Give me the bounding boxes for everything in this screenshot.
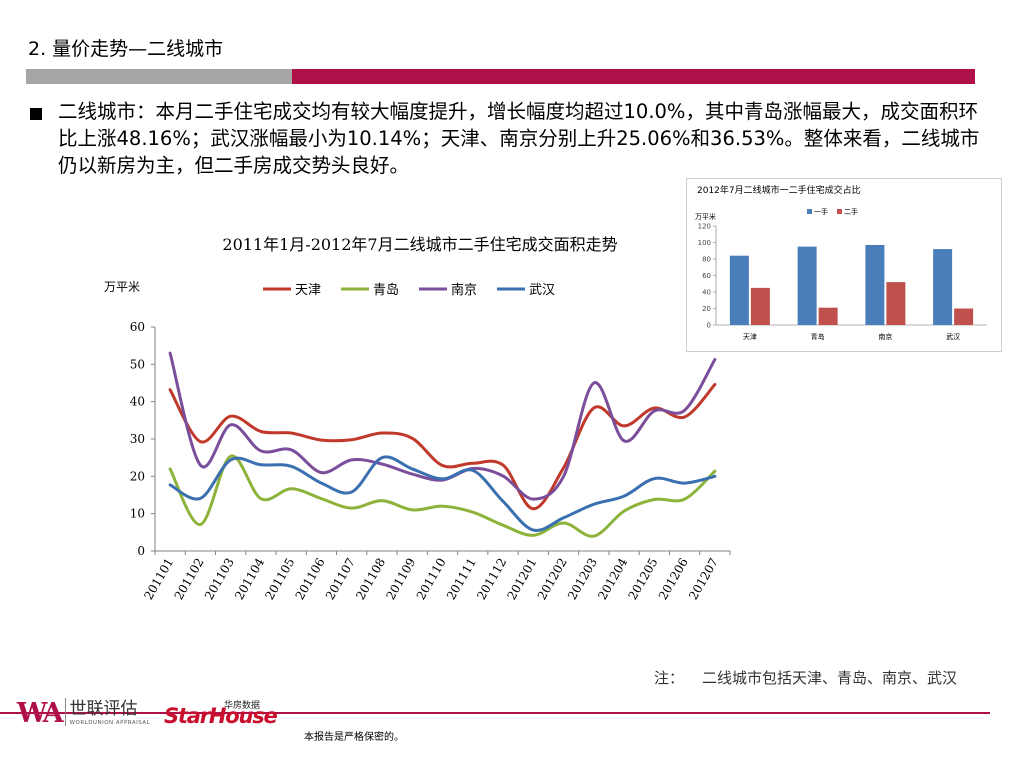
legend-item: 二手 — [837, 207, 858, 216]
chart-title: 2011年1月-2012年7月二线城市二手住宅成交面积走势 — [222, 235, 617, 254]
worldunion-logo-mark: WA — [17, 698, 64, 729]
slide-title: 2. 量价走势—二线城市 — [28, 38, 224, 60]
starhouse-logo: 华房数据 StarHouse — [164, 700, 278, 728]
y-tick-label: 100 — [698, 239, 711, 247]
x-tick-label: 青岛 — [811, 332, 825, 341]
y-tick-label: 30 — [130, 432, 145, 446]
y-tick-label: 0 — [707, 322, 711, 330]
bullet-square-icon — [30, 108, 42, 120]
legend-swatch — [837, 209, 842, 214]
y-tick-label: 40 — [130, 395, 145, 409]
y-tick-label: 10 — [130, 507, 145, 521]
y-tick-label: 60 — [130, 320, 145, 334]
header-bar-gray — [26, 69, 292, 84]
y-axis-label: 万平米 — [695, 212, 716, 221]
x-tick-label: 天津 — [743, 333, 757, 341]
x-tick-label: 武汉 — [946, 332, 960, 341]
y-tick-label: 60 — [702, 272, 711, 280]
worldunion-logo-en: WORLDUNION APPRAISAL — [69, 720, 151, 726]
bar — [865, 244, 885, 325]
starhouse-logo-en: StarHouse — [164, 704, 278, 728]
chart-title: 2012年7月二线城市一二手住宅成交占比 — [697, 184, 861, 196]
bullet-text: 二线城市：本月二手住宅成交均有较大幅度提升，增长幅度均超过10.0%，其中青岛涨… — [58, 100, 980, 177]
footer-line — [0, 712, 990, 714]
legend-label: 南京 — [451, 282, 477, 298]
note: 注： 二线城市包括天津、青岛、南京、武汉 — [654, 667, 957, 688]
series-line — [168, 383, 717, 511]
legend-item: 天津 — [263, 283, 321, 298]
bar — [750, 287, 770, 325]
bar — [954, 308, 974, 325]
legend-item: 青岛 — [341, 282, 399, 298]
bar — [818, 307, 838, 325]
bar — [729, 255, 749, 325]
note-text: 二线城市包括天津、青岛、南京、武汉 — [702, 669, 958, 687]
y-tick-label: 80 — [702, 256, 711, 264]
x-tick-label: 201207 — [686, 556, 721, 603]
worldunion-logo: WA 世联评估 WORLDUNION APPRAISAL — [17, 698, 150, 729]
y-tick-label: 20 — [702, 305, 711, 313]
y-tick-label: 0 — [137, 544, 145, 558]
y-tick-label: 50 — [130, 357, 145, 371]
y-tick-label: 20 — [130, 469, 145, 483]
legend-item: 南京 — [419, 282, 477, 298]
x-tick-label: 南京 — [878, 332, 892, 341]
bar — [933, 249, 953, 325]
legend-item: 一手 — [807, 207, 828, 216]
bar — [797, 246, 817, 325]
series-line — [168, 454, 717, 538]
bar — [886, 282, 906, 325]
y-axis-label: 万平米 — [104, 280, 140, 294]
y-tick-label: 40 — [702, 289, 711, 297]
legend-item: 武汉 — [497, 283, 555, 298]
worldunion-logo-cn: 世联评估 — [69, 699, 138, 719]
legend-label: 一手 — [814, 207, 828, 216]
starhouse-logo-cn: 华房数据 — [224, 701, 261, 711]
note-label: 注： — [654, 669, 685, 687]
y-tick-label: 120 — [698, 223, 711, 231]
confidential-notice: 本报告是严格保密的。 — [304, 732, 404, 743]
legend-label: 二手 — [844, 207, 858, 216]
legend-swatch — [807, 209, 812, 214]
header-bar-accent — [292, 69, 975, 84]
legend-label: 青岛 — [373, 282, 399, 298]
series-line — [168, 455, 717, 533]
legend-label: 武汉 — [529, 283, 555, 298]
legend-label: 天津 — [295, 283, 321, 298]
